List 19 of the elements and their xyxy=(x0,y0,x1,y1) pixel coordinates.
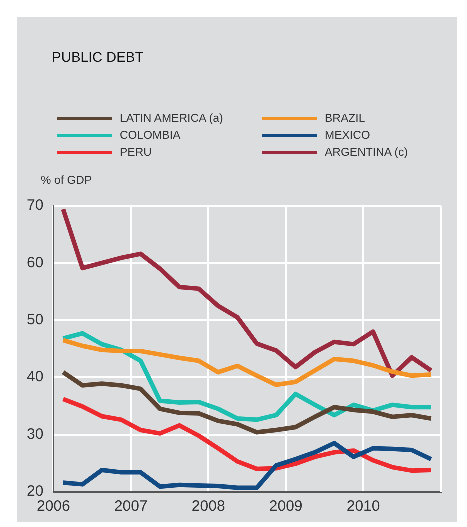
y-tick-label: 30 xyxy=(26,426,44,443)
x-tick-label: 2009 xyxy=(269,498,303,516)
y-tick-label: 60 xyxy=(26,254,44,272)
x-tick-label: 2008 xyxy=(192,498,226,516)
y-tick-label: 40 xyxy=(26,368,44,386)
y-tick-label: 50 xyxy=(26,312,44,329)
legend-label: PERU xyxy=(120,146,152,158)
y-tick-label: 70 xyxy=(26,197,44,214)
chart-title: PUBLIC DEBT xyxy=(52,49,144,65)
legend-label: BRAZIL xyxy=(325,112,366,124)
y-tick-label: 20 xyxy=(26,483,44,500)
legend-label: LATIN AMERICA (a) xyxy=(120,112,224,124)
x-tick-label: 2006 xyxy=(36,498,70,516)
y-axis-title: % of GDP xyxy=(41,175,92,187)
legend-label: ARGENTINA (c) xyxy=(325,146,408,158)
x-tick-label: 2010 xyxy=(346,498,380,516)
legend-label: MEXICO xyxy=(325,130,370,142)
x-tick-label: 2007 xyxy=(114,498,148,516)
legend-label: COLOMBIA xyxy=(120,130,181,142)
